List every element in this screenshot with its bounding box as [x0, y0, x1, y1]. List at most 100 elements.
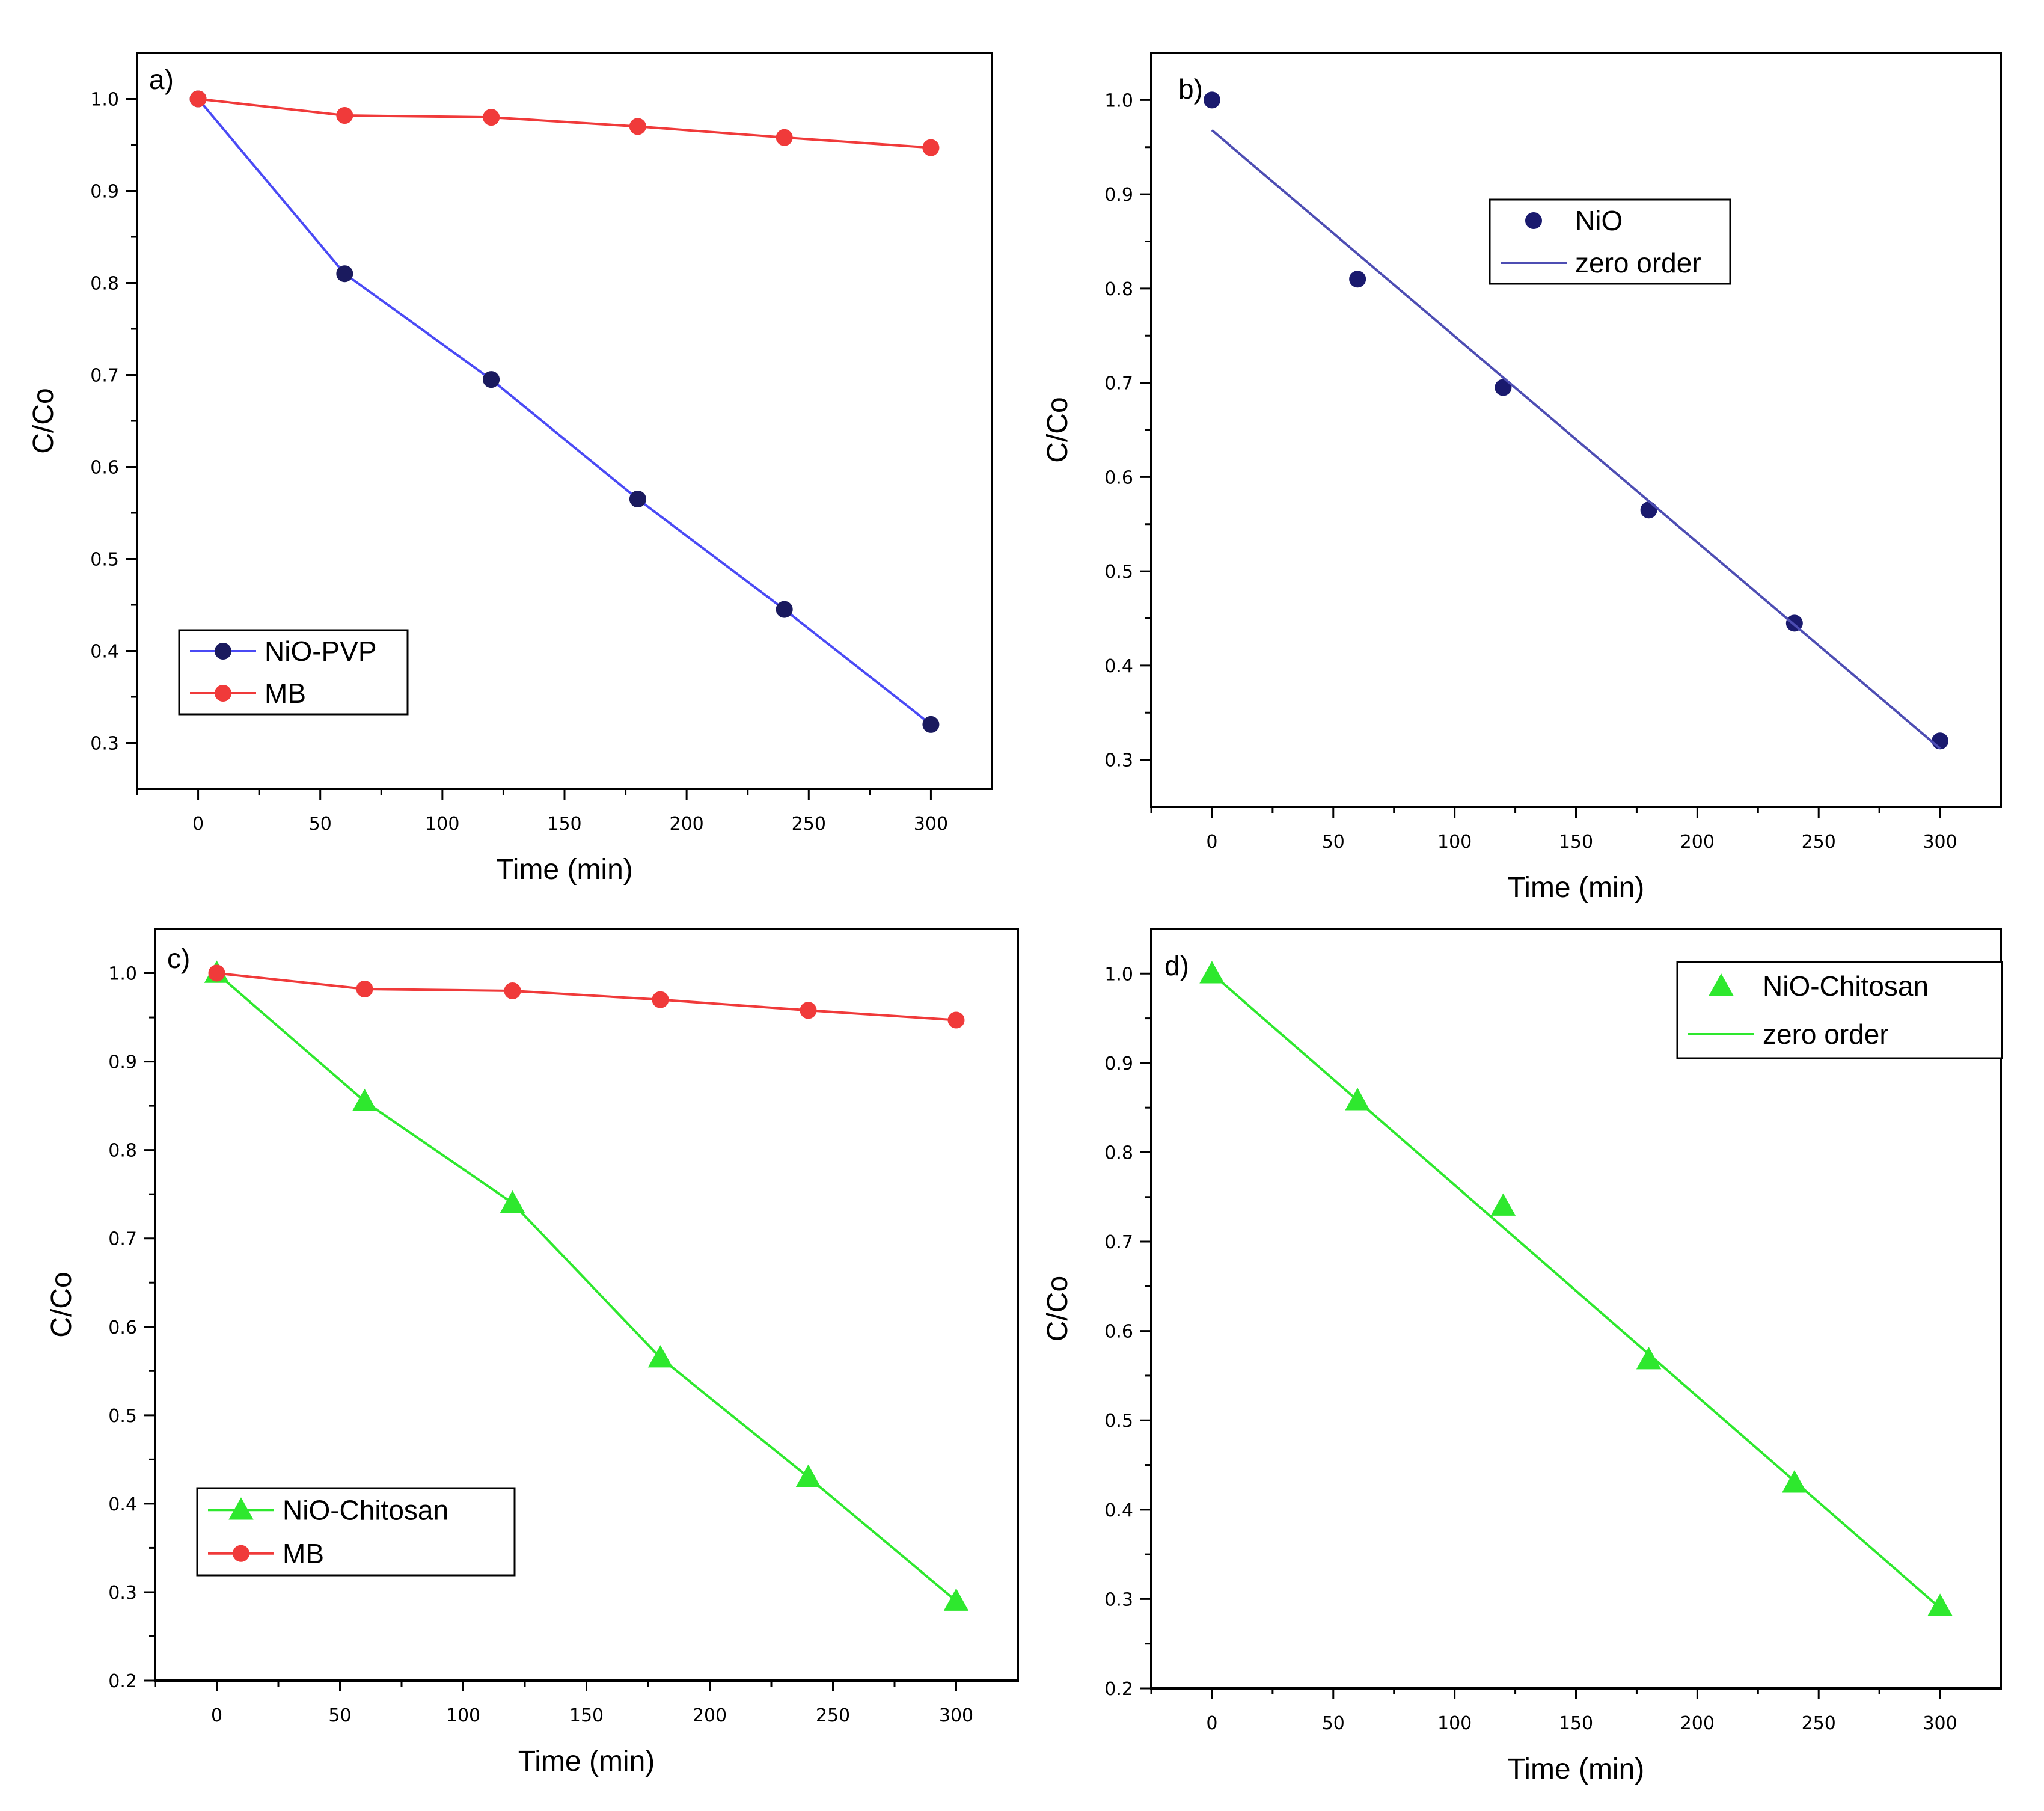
legend: NiO-Chitosan MB — [196, 1487, 516, 1577]
x-tick-label: 100 — [1437, 1713, 1472, 1734]
y-tick-label: 0.3 — [90, 734, 119, 755]
x-tick-label: 300 — [1923, 832, 1957, 853]
y-tick-label: 0.4 — [108, 1494, 137, 1515]
x-axis-title: Time (min) — [496, 854, 633, 886]
legend: NiO-PVP MB — [178, 629, 409, 716]
y-axis-title: C/Co — [1042, 1276, 1074, 1341]
y-tick-label: 0.2 — [1104, 1679, 1133, 1700]
y-axis-title: C/Co — [28, 388, 60, 453]
y-tick-label: 0.5 — [108, 1406, 137, 1427]
legend-entry-label: zero order — [1763, 1019, 1889, 1050]
data-point — [500, 1190, 525, 1213]
x-tick-label: 250 — [816, 1705, 850, 1726]
legend-entry-label: MB — [283, 1538, 324, 1569]
y-tick-label: 0.9 — [1104, 1053, 1133, 1074]
data-point — [1927, 1593, 1953, 1616]
data-point — [947, 1011, 965, 1029]
x-tick-label: 300 — [939, 1705, 973, 1726]
data-point — [1495, 379, 1512, 396]
y-tick-label: 0.7 — [90, 366, 119, 387]
legend-marker-sample — [233, 1545, 249, 1562]
legend-marker-sample — [228, 1497, 254, 1520]
chart-panel-3: 0 50 100 150 200 250 300 0.2 0.3 0.4 0.5 0.6 0.7 0.8 0… — [46, 928, 1019, 1777]
x-tick-label: 0 — [192, 814, 204, 835]
y-tick-label: 0.3 — [108, 1583, 137, 1604]
y-tick-label: 0.8 — [1104, 279, 1133, 300]
data-point — [776, 129, 793, 146]
y-tick-label: 1.0 — [108, 964, 137, 985]
panel-label: d) — [1164, 950, 1189, 981]
data-point — [336, 107, 353, 124]
data-point — [795, 1464, 821, 1487]
y-tick-label: 0.2 — [108, 1671, 137, 1692]
x-tick-label: 0 — [1206, 832, 1217, 853]
series-mb — [189, 90, 940, 156]
legend-box — [1676, 961, 2003, 1059]
data-point — [629, 118, 646, 135]
legend-entry-label: zero order — [1575, 247, 1701, 278]
series-zero-order — [1211, 129, 1941, 750]
data-point — [483, 109, 500, 126]
chart-panel-4: 0 50 100 150 200 250 300 0.2 0.3 0.4 0.5 0.6 0.7 0.8 0… — [1042, 928, 2003, 1785]
y-tick-label: 0.8 — [90, 274, 119, 295]
x-axis-title: Time (min) — [518, 1745, 655, 1777]
y-tick-label: 0.6 — [90, 458, 119, 479]
data-point — [943, 1588, 969, 1611]
data-point — [1490, 1193, 1516, 1216]
data-point — [1932, 732, 1949, 750]
y-tick-label: 0.3 — [1104, 750, 1133, 771]
y-tick-label: 0.9 — [90, 182, 119, 203]
series-line — [198, 97, 931, 149]
x-tick-label: 100 — [1437, 832, 1472, 853]
x-tick-label: 100 — [446, 1705, 480, 1726]
data-point — [1203, 91, 1220, 109]
x-tick-label: 200 — [670, 814, 704, 835]
panel-label: a) — [149, 64, 174, 95]
x-tick-label: 200 — [1680, 1713, 1715, 1734]
y-axis-title: C/Co — [46, 1272, 78, 1337]
y-tick-label: 0.6 — [1104, 1322, 1133, 1343]
series-line — [197, 98, 932, 726]
series-nio-chitosan — [204, 960, 969, 1611]
data-point — [800, 1002, 817, 1019]
x-tick-label: 300 — [1923, 1713, 1957, 1734]
y-tick-label: 0.3 — [1104, 1589, 1133, 1610]
x-tick-label: 250 — [792, 814, 826, 835]
series-line — [216, 972, 956, 1022]
legend-entry-label: NiO-Chitosan — [283, 1494, 448, 1525]
data-point — [336, 265, 353, 283]
y-tick-label: 0.7 — [1104, 1232, 1133, 1253]
y-tick-label: 1.0 — [1104, 964, 1133, 985]
y-tick-label: 0.9 — [1104, 185, 1133, 206]
x-tick-label: 150 — [547, 814, 581, 835]
series-line — [216, 972, 957, 1602]
x-axis-title: Time (min) — [1508, 872, 1645, 904]
legend-entry-label: MB — [265, 678, 306, 709]
x-tick-label: 200 — [693, 1705, 727, 1726]
y-tick-label: 0.4 — [1104, 656, 1133, 677]
chart-panel-1: 0 50 100 150 200 250 300 0.3 0.4 0.5 0.6 0.7 0.8 0.9 1… — [28, 52, 993, 886]
data-point — [629, 491, 646, 508]
data-point — [1349, 271, 1366, 288]
x-tick-label: 250 — [1802, 832, 1836, 853]
legend-entry-label: NiO — [1575, 205, 1623, 236]
data-point — [483, 371, 500, 388]
legend-marker-sample — [1709, 973, 1734, 996]
y-tick-label: 1.0 — [90, 90, 119, 111]
x-tick-label: 150 — [569, 1705, 604, 1726]
x-tick-label: 0 — [1206, 1713, 1217, 1734]
y-tick-label: 0.9 — [108, 1052, 137, 1073]
series-mb — [208, 964, 965, 1029]
x-tick-label: 50 — [328, 1705, 351, 1726]
y-tick-label: 0.7 — [1104, 373, 1133, 394]
data-point — [356, 981, 373, 997]
y-axis-title: C/Co — [1042, 397, 1074, 462]
legend-box — [196, 1487, 516, 1577]
y-tick-label: 0.6 — [1104, 467, 1133, 488]
data-point — [652, 991, 669, 1008]
x-tick-label: 300 — [914, 814, 948, 835]
data-point — [504, 982, 521, 999]
legend-marker-sample — [1525, 212, 1542, 229]
data-point — [647, 1345, 673, 1368]
